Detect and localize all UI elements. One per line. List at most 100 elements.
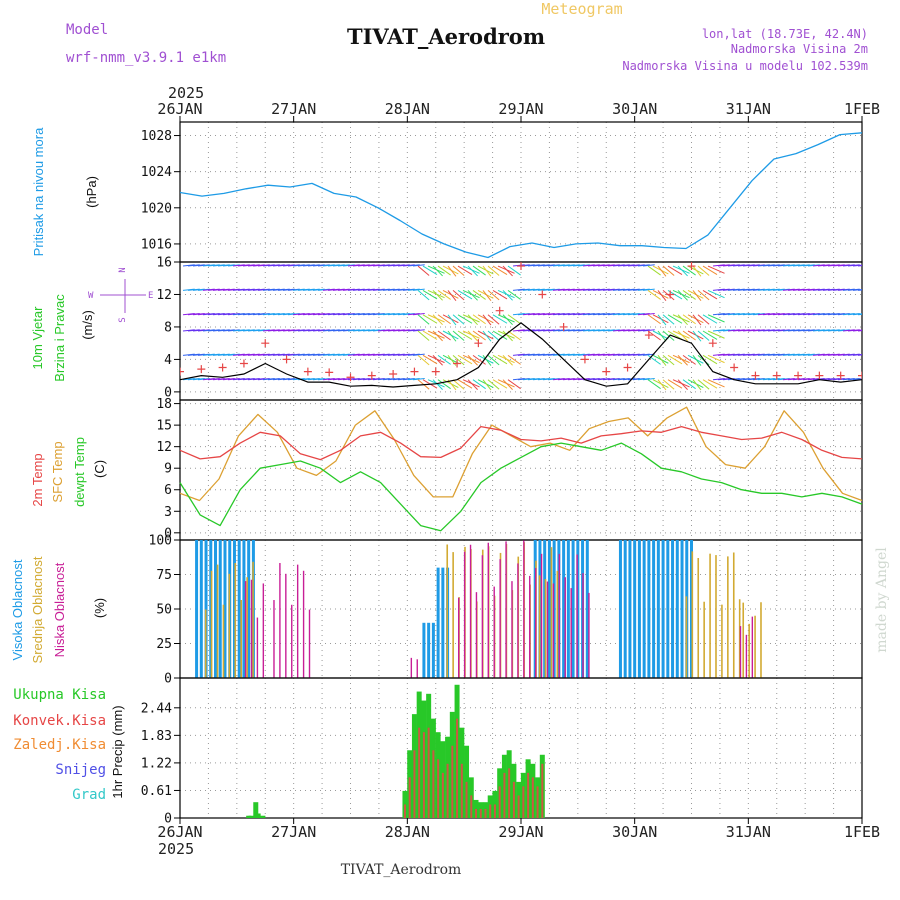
wind-arrow [832, 264, 845, 267]
wind-arrow [237, 329, 250, 332]
wind-arrow [702, 354, 718, 365]
wind-arrow [582, 353, 595, 356]
wind-arrow [602, 329, 615, 332]
wind-arrow [597, 329, 610, 332]
precip-total-bar [255, 813, 261, 818]
gust-marker [687, 262, 696, 271]
wind-arrow [292, 313, 305, 316]
wind-arrow [762, 313, 775, 316]
wind-arrow [372, 377, 385, 381]
wind-arrow [777, 353, 790, 356]
wind-arrow [512, 353, 525, 356]
model-name: wrf-nmm_v3.9.1 e1km [66, 50, 226, 66]
wind-arrow [697, 330, 710, 341]
wind-arrow [577, 353, 590, 356]
wind-arrow [517, 329, 530, 332]
wind-arrow [817, 329, 830, 332]
wind-arrow [662, 379, 675, 390]
wind-arrow [262, 288, 275, 291]
wind-arrow [527, 264, 540, 267]
wind-arrow [707, 265, 725, 274]
wind-arrow [747, 288, 760, 291]
wind-arrow [207, 313, 220, 316]
bottom-year-label: 2025 [158, 840, 194, 858]
wind-arrow [647, 354, 661, 365]
wind-arrow [797, 353, 810, 356]
wind-arrow [662, 330, 675, 341]
wind-arrow [337, 288, 350, 291]
chart-title: TIVAT_Aerodrom [347, 24, 545, 49]
wind-arrow [847, 264, 860, 267]
wind-arrow [832, 329, 845, 332]
wind-arrow [302, 313, 315, 316]
wind-arrow [242, 377, 255, 381]
wind-arrow [407, 288, 420, 291]
wind-arrow [392, 313, 405, 316]
wind-arrow [577, 313, 590, 316]
wind-arrow [777, 329, 790, 332]
y-tick-label: 15 [156, 419, 172, 434]
wind-arrow [512, 264, 525, 267]
wind-arrow [192, 313, 205, 316]
wind-arrow [572, 329, 585, 332]
wind-arrow [542, 288, 555, 291]
wind-arrow [812, 288, 825, 291]
precip-conv-bar [541, 763, 544, 818]
wind-arrow [207, 288, 220, 291]
wind-arrow [667, 265, 683, 275]
wind-arrow [622, 313, 635, 316]
wind-arrow [707, 379, 725, 388]
wind-arrow [722, 313, 735, 316]
wind-arrow [352, 377, 365, 381]
precip-conv-bar [498, 786, 501, 818]
wind-arrow [732, 264, 745, 267]
precip-conv-bar [475, 808, 478, 818]
wind-arrow [367, 329, 380, 332]
bottom-day-labels: 26JAN 27JAN 28JAN 29JAN 30JAN 31JAN 1FEB [157, 818, 880, 841]
y-tick-label: 75 [156, 568, 172, 583]
wind-arrow [202, 353, 215, 356]
wind-arrow [682, 265, 696, 276]
wind-arrow [627, 264, 640, 267]
wind-arrow [512, 329, 525, 332]
temp-unit: (C) [92, 460, 107, 478]
wind-arrow [327, 288, 340, 291]
wind-arrow [217, 377, 230, 381]
wind-arrow [527, 377, 540, 381]
wind-arrow [817, 353, 830, 356]
wind-arrow [632, 329, 645, 332]
y-tick-label: 1020 [141, 201, 172, 216]
wind-arrow [317, 377, 330, 381]
wind-arrow [577, 264, 590, 267]
wind-arrow [302, 353, 315, 356]
y-tick-label: 8 [164, 320, 172, 335]
wind-arrow [242, 264, 255, 267]
wind-arrow [362, 353, 375, 356]
wind-arrow [697, 314, 710, 325]
wind-arrow [842, 313, 855, 316]
cloud-ylabel-mid: Srednja Oblacnost [30, 556, 45, 663]
chart-subtitle: Meteogram [541, 0, 622, 18]
wind-arrow [667, 314, 683, 324]
wind-arrow [822, 353, 835, 356]
wind-arrow [207, 264, 220, 267]
wind-arrow [847, 329, 860, 332]
wind-arrow [737, 329, 750, 332]
wind-arrow [262, 264, 275, 267]
wind-arrow [212, 377, 225, 381]
wind-arrow [382, 353, 395, 356]
wind-arrow [787, 264, 800, 267]
wind-arrow [727, 313, 740, 316]
wind-arrow [202, 377, 215, 381]
wind-arrow [667, 354, 683, 365]
gust-marker [580, 355, 589, 364]
wind-arrow [187, 288, 200, 291]
wind-arrow [522, 329, 535, 332]
wind-arrow [492, 330, 508, 340]
wind-arrow [182, 264, 195, 267]
wind-arrow [397, 264, 410, 267]
wind-arrow [187, 353, 200, 356]
wind-arrow [447, 330, 457, 342]
wind-arrow [292, 288, 305, 291]
wind-arrow [517, 353, 530, 356]
